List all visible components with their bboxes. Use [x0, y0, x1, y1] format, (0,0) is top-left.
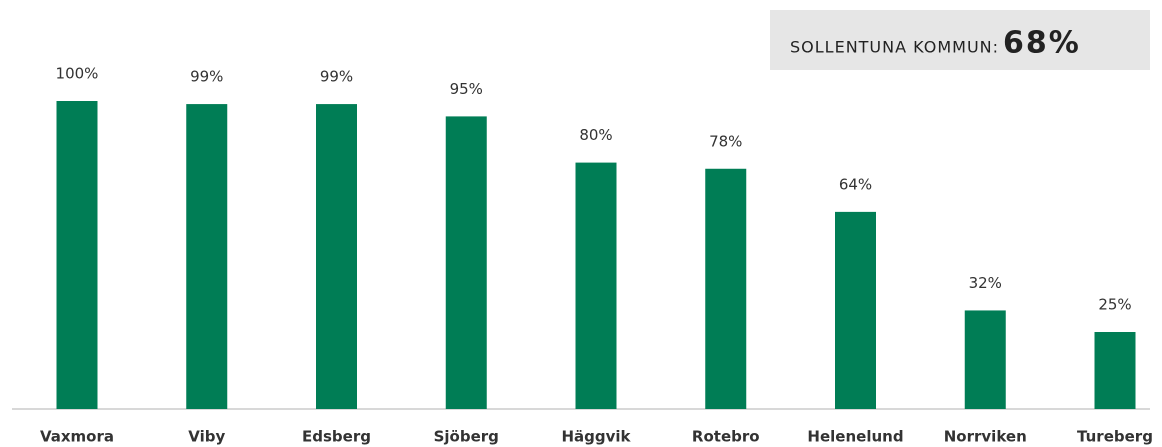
value-label: 78% — [709, 132, 742, 150]
x-tick-label: Norrviken — [944, 428, 1027, 446]
x-tick-label: Vaxmora — [40, 428, 114, 446]
summary-value: 68% — [1003, 26, 1081, 61]
value-label: 64% — [839, 175, 872, 193]
bar — [1094, 332, 1136, 409]
x-tick-label: Edsberg — [302, 428, 371, 446]
bar — [964, 310, 1006, 409]
bar — [316, 104, 357, 409]
value-label: 80% — [579, 126, 612, 144]
value-label: 100% — [56, 65, 99, 83]
x-tick-label: Sjöberg — [434, 428, 499, 446]
bar — [56, 101, 98, 409]
value-label: 32% — [969, 274, 1002, 292]
x-tick-label: Häggvik — [561, 428, 631, 446]
x-tick-label: Helenelund — [807, 428, 903, 446]
summary-label: SOLLENTUNA KOMMUN: — [790, 38, 999, 57]
value-label: 99% — [190, 68, 223, 86]
bar — [445, 116, 487, 410]
bar — [835, 211, 876, 409]
value-label: 25% — [1098, 296, 1131, 314]
bar — [705, 168, 747, 409]
x-tick-label: Tureberg — [1077, 428, 1153, 446]
summary-box — [770, 10, 1150, 70]
value-label: 95% — [450, 80, 483, 98]
value-label: 99% — [320, 68, 353, 86]
bar — [186, 104, 228, 409]
x-tick-label: Rotebro — [692, 428, 760, 446]
x-tick-label: Viby — [188, 428, 225, 446]
bar — [575, 162, 617, 409]
